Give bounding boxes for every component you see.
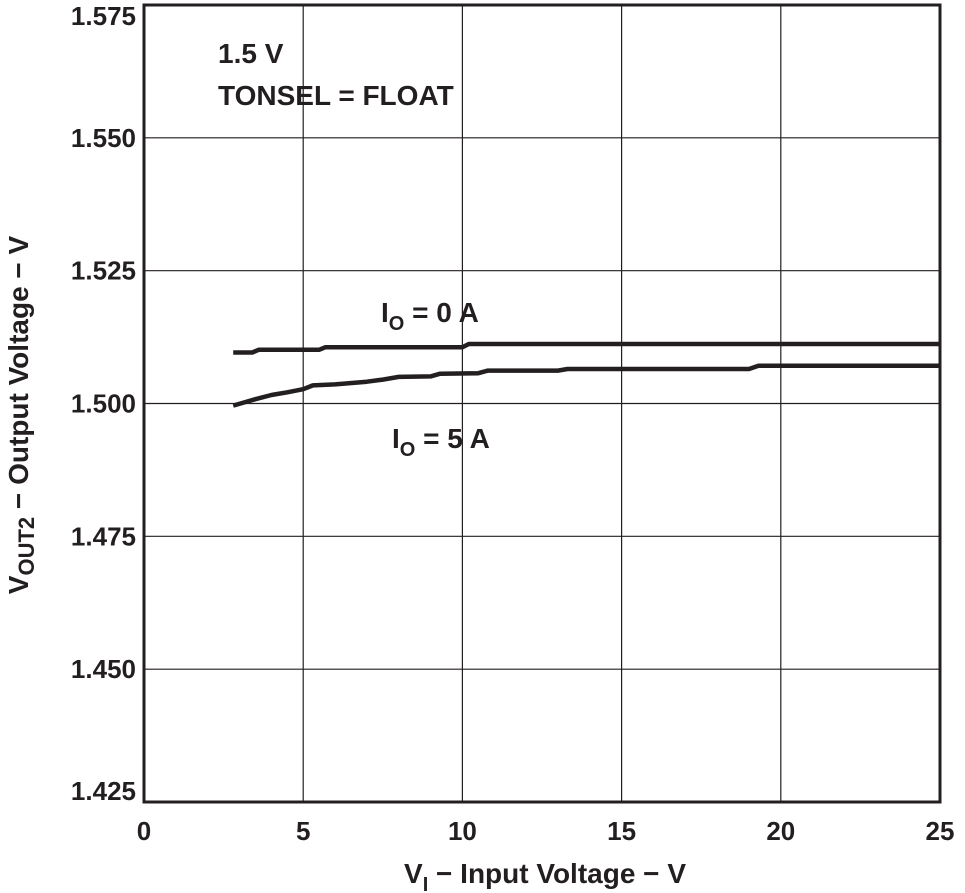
x-tick-label-4: 20: [766, 816, 795, 846]
x-tick-label-2: 10: [448, 816, 477, 846]
x-tick-label-1: 5: [296, 816, 310, 846]
annotation-tonsel: TONSEL = FLOAT: [218, 80, 454, 111]
y-axis-title: VOUT2 − Output Voltage − V: [3, 235, 39, 594]
series-label-5a: IO = 5 A: [392, 423, 490, 461]
y-tick-label-4: 1.525: [71, 256, 136, 286]
series-line-0: [233, 341, 940, 355]
annotation-voltage: 1.5 V: [218, 38, 284, 69]
y-tick-label-0: 1.425: [71, 776, 136, 806]
y-tick-label-5: 1.550: [71, 123, 136, 153]
x-tick-labels: 0 5 10 15 20 25: [137, 816, 955, 846]
series-line-1: [232, 363, 940, 408]
y-tick-label-6: 1.575: [71, 1, 136, 31]
chart-grid: [143, 4, 941, 803]
annotation-block: 1.5 V TONSEL = FLOAT: [218, 38, 454, 111]
x-axis-title: VI − Input Voltage − V: [404, 858, 686, 893]
y-tick-label-2: 1.475: [71, 521, 136, 551]
x-tick-label-5: 25: [926, 816, 955, 846]
y-tick-label-3: 1.500: [71, 389, 136, 419]
y-tick-labels: 1.425 1.450 1.475 1.500 1.525 1.550 1.575: [71, 1, 136, 806]
series-label-0a: IO = 0 A: [381, 297, 479, 335]
x-tick-label-3: 15: [607, 816, 636, 846]
chart-series: [232, 341, 940, 408]
x-tick-label-0: 0: [137, 816, 151, 846]
y-tick-label-1: 1.450: [71, 654, 136, 684]
plot-frame: [142, 3, 942, 804]
